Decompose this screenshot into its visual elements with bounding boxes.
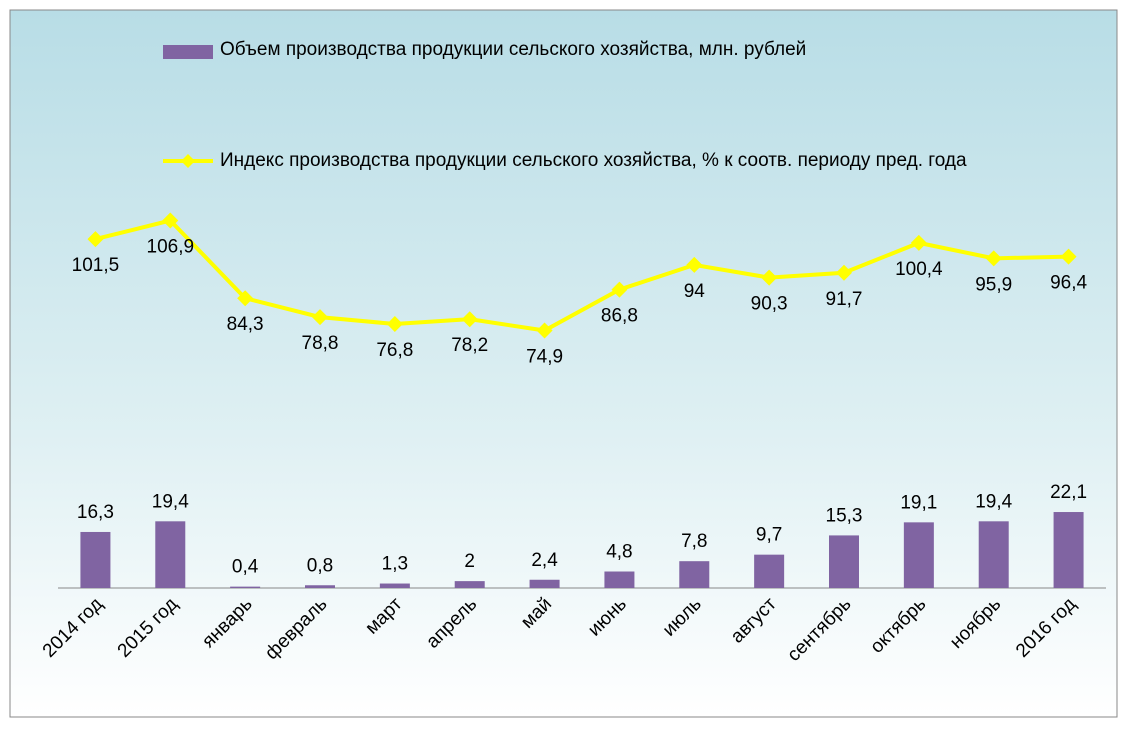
bar xyxy=(529,579,560,588)
line-value-label: 94 xyxy=(684,281,706,302)
legend-entry: Объем производства продукции сельского х… xyxy=(220,39,807,60)
bar xyxy=(305,585,335,588)
line-marker xyxy=(761,269,778,286)
legend-swatch-marker xyxy=(181,154,195,168)
line-value-label: 84,3 xyxy=(227,314,264,335)
line-value-label: 100,4 xyxy=(895,259,943,280)
line-marker xyxy=(461,311,478,328)
line-value-label: 78,8 xyxy=(302,333,339,354)
bar xyxy=(1053,512,1084,588)
line-value-label: 86,8 xyxy=(601,306,638,327)
bar-value-label: 19,4 xyxy=(975,491,1012,512)
line-marker xyxy=(87,231,104,248)
bar-value-label: 9,7 xyxy=(756,525,782,546)
line-marker xyxy=(611,281,628,298)
line-value-label: 106,9 xyxy=(147,237,195,258)
line-value-label: 74,9 xyxy=(526,347,563,368)
bar-value-label: 2 xyxy=(464,551,475,572)
bar-value-label: 7,8 xyxy=(681,531,707,552)
bar xyxy=(754,554,785,588)
bar-value-label: 0,4 xyxy=(232,557,259,578)
bar xyxy=(230,586,261,588)
bar-value-label: 16,3 xyxy=(77,502,114,523)
line-value-label: 101,5 xyxy=(72,255,120,276)
bar-value-label: 15,3 xyxy=(826,505,863,526)
chart-frame xyxy=(9,9,1118,718)
bar xyxy=(155,521,186,588)
line-marker xyxy=(536,322,553,339)
line-marker xyxy=(386,316,403,332)
line-marker xyxy=(1060,248,1077,265)
bar xyxy=(679,561,710,588)
bar-value-label: 19,1 xyxy=(900,492,937,513)
line-marker xyxy=(162,212,179,229)
bar-value-label: 0,8 xyxy=(307,555,333,576)
line xyxy=(94,218,1069,333)
bar xyxy=(379,583,410,588)
line-marker xyxy=(237,290,254,307)
line-value-label: 78,2 xyxy=(451,335,488,356)
bar-value-label: 4,8 xyxy=(606,542,632,563)
line-marker xyxy=(686,256,703,273)
line-marker xyxy=(985,250,1002,267)
bar xyxy=(903,522,934,588)
bar-value-label: 2,4 xyxy=(531,550,558,571)
line-marker xyxy=(836,264,852,281)
legend-swatch-bar xyxy=(163,45,213,59)
bar xyxy=(604,571,635,588)
bar xyxy=(80,531,111,588)
bar-value-label: 19,4 xyxy=(152,491,189,512)
line-marker xyxy=(312,309,328,326)
bar xyxy=(829,535,859,588)
line-value-label: 96,4 xyxy=(1050,273,1087,294)
bar-value-label: 22,1 xyxy=(1050,482,1087,503)
line-value-label: 91,7 xyxy=(826,289,863,310)
bar xyxy=(978,521,1009,588)
line-value-label: 76,8 xyxy=(376,340,413,361)
line-value-label: 90,3 xyxy=(751,294,788,315)
bar xyxy=(454,581,485,588)
line-marker xyxy=(910,234,927,251)
bar-value-label: 1,3 xyxy=(382,554,408,575)
legend-entry: Индекс производства продукции сельского … xyxy=(220,150,967,171)
line-value-label: 95,9 xyxy=(975,274,1012,295)
